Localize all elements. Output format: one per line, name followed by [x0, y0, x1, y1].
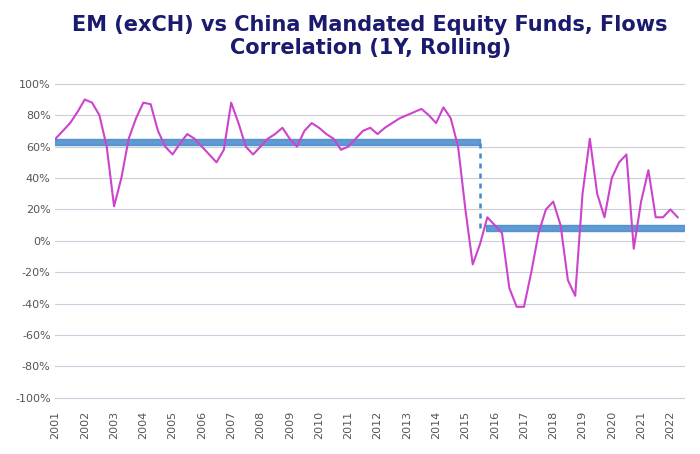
- Bar: [55, 139, 480, 145]
- Bar: [486, 225, 685, 232]
- Title: EM (exCH) vs China Mandated Equity Funds, Flows
Correlation (1Y, Rolling): EM (exCH) vs China Mandated Equity Funds…: [73, 15, 668, 58]
